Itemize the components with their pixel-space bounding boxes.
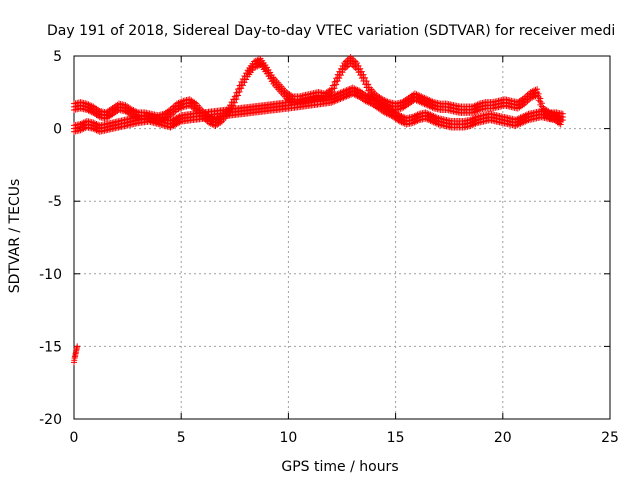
y-tick-label: 0 [53, 122, 62, 138]
data-point [534, 86, 541, 93]
grid [74, 56, 610, 419]
data-points [71, 54, 566, 366]
data-point [360, 71, 367, 78]
series-outlier [71, 343, 81, 366]
x-tick-label: 20 [494, 430, 512, 446]
data-point [363, 78, 370, 85]
y-tick-label: 5 [53, 49, 62, 65]
data-point [559, 110, 566, 117]
y-tick-label: -20 [39, 412, 62, 428]
plot-frame [73, 55, 611, 420]
y-tick-label: -5 [48, 194, 62, 210]
y-tick-label: -10 [39, 267, 62, 283]
data-point [538, 100, 545, 107]
data-point [557, 115, 564, 122]
data-point [362, 74, 369, 81]
data-point [537, 95, 544, 102]
data-point [535, 90, 542, 97]
x-tick-label: 10 [279, 430, 297, 446]
series-upper-track [71, 54, 566, 129]
data-point [74, 343, 81, 350]
data-point [365, 81, 372, 88]
y-tick-label: -15 [39, 339, 62, 355]
y-axis-label: SDTVAR / TECUs [7, 179, 23, 294]
chart-title: Day 191 of 2018, Sidereal Day-to-day VTE… [47, 23, 615, 39]
x-tick-label: 25 [601, 430, 619, 446]
x-tick-label: 5 [177, 430, 186, 446]
x-tick-label: 15 [387, 430, 405, 446]
axis-ticks: 0 5 10 15 20 25 5 0 -5 -10 -15 -20 [39, 49, 619, 446]
x-tick-label: 0 [70, 430, 79, 446]
series-lower-track [71, 84, 564, 135]
x-axis-label: GPS time / hours [281, 459, 398, 475]
data-point [395, 111, 402, 118]
